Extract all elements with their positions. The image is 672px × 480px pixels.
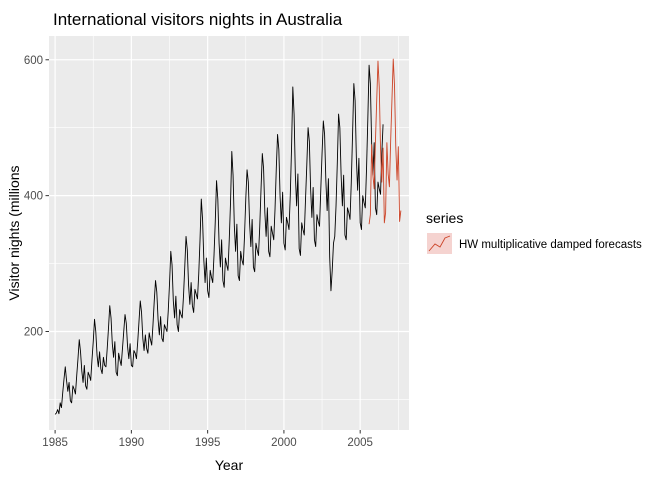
- chart-title: International visitors nights in Austral…: [53, 10, 343, 29]
- minor-gridlines: [49, 36, 409, 430]
- legend-key: [427, 233, 452, 254]
- legend-key-line-icon: [428, 235, 451, 252]
- x-tick-label: 2005: [347, 437, 373, 449]
- legend: series HW multiplicative damped forecast…: [426, 210, 642, 254]
- x-axis-ticks: 1985 1990 1995 2000 2005: [42, 430, 373, 449]
- x-tick-label: 1990: [119, 437, 145, 449]
- x-tick-label: 1985: [42, 437, 68, 449]
- series-lines: [54, 58, 402, 415]
- y-tick-label: 200: [24, 327, 43, 339]
- legend-item: HW multiplicative damped forecasts: [427, 233, 642, 254]
- legend-label: HW multiplicative damped forecasts: [459, 239, 642, 251]
- observed-series-line: [54, 64, 384, 415]
- plot-panel: [49, 36, 409, 430]
- x-tick-label: 2000: [271, 437, 297, 449]
- y-tick-label: 400: [24, 191, 43, 203]
- x-tick-label: 1995: [195, 437, 221, 449]
- y-tick-label: 600: [24, 55, 43, 67]
- y-axis-ticks: 200 400 600: [24, 55, 49, 339]
- forecast-series-line: [368, 58, 402, 225]
- x-axis-title: Year: [215, 457, 244, 473]
- y-axis-title: Visitor nights (millions: [6, 165, 22, 300]
- legend-title: series: [426, 210, 463, 226]
